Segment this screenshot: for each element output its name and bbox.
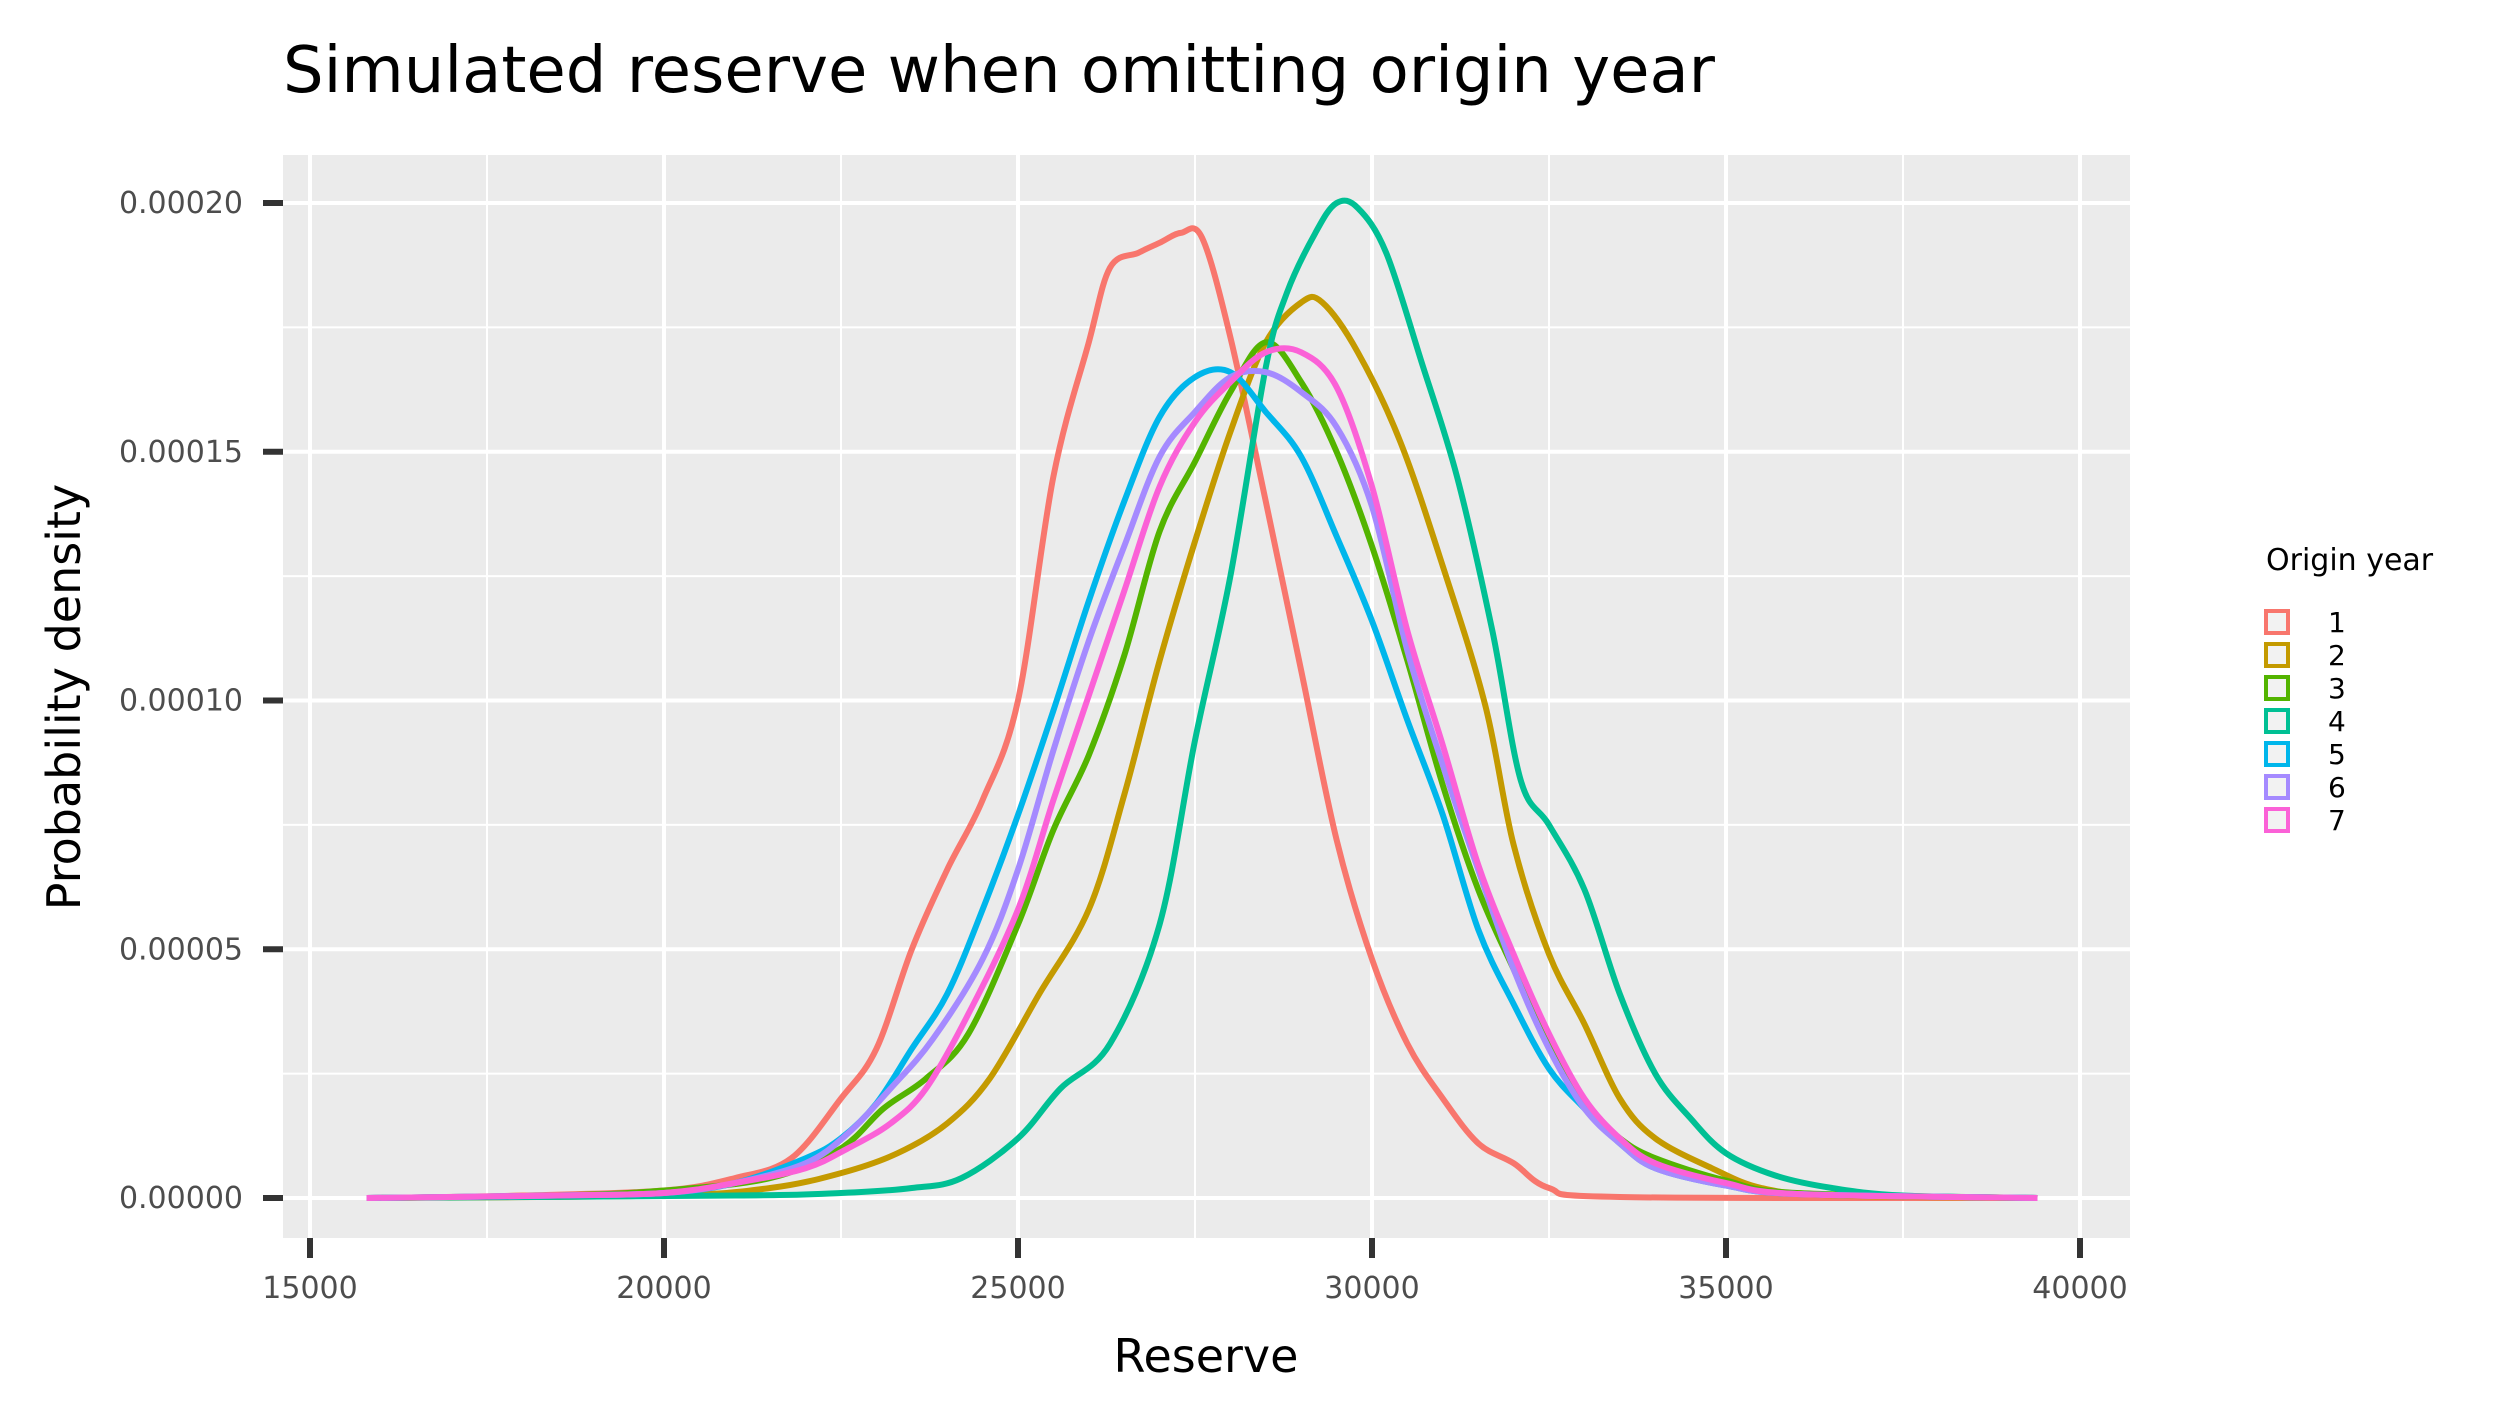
chart-title: Simulated reserve when omitting origin y… — [283, 34, 1716, 108]
x-axis-title: Reserve — [1114, 1329, 1299, 1383]
legend-key-6 — [2264, 774, 2290, 800]
x-tick-label: 30000 — [1324, 1271, 1419, 1306]
density-curve-origin-year-1 — [366, 225, 2038, 1202]
y-axis-title: Probability density — [37, 484, 91, 910]
legend-label-6: 6 — [2328, 771, 2346, 804]
density-curve-origin-year-2 — [366, 293, 2038, 1201]
y-tick-label: 0.00015 — [119, 435, 243, 470]
x-tick-label: 15000 — [262, 1271, 357, 1306]
x-tick-label: 35000 — [1678, 1271, 1773, 1306]
x-tick-label: 25000 — [970, 1271, 1065, 1306]
legend-key-7 — [2264, 807, 2290, 833]
x-tick-label: 20000 — [616, 1271, 711, 1306]
y-tick-label: 0.00000 — [119, 1181, 243, 1216]
y-tick-label: 0.00020 — [119, 186, 243, 221]
density-curves — [366, 197, 2038, 1202]
x-tick-label: 40000 — [2032, 1271, 2127, 1306]
legend-label-5: 5 — [2328, 738, 2346, 771]
y-axis: 0.00000 0.00005 0.00010 0.00015 0.00020 — [119, 186, 283, 1216]
legend-key-5 — [2264, 741, 2290, 767]
legend-key-1 — [2264, 609, 2290, 635]
density-curve-origin-year-4 — [366, 197, 2038, 1201]
y-tick-label: 0.00005 — [119, 932, 243, 967]
legend-key-2 — [2264, 642, 2290, 668]
legend-label-3: 3 — [2328, 672, 2346, 705]
density-curve-origin-year-7 — [366, 345, 2038, 1201]
legend-label-2: 2 — [2328, 639, 2346, 672]
minor-gridlines — [283, 155, 2130, 1238]
density-curve-origin-year-6 — [366, 367, 2038, 1201]
legend-label-4: 4 — [2328, 705, 2346, 738]
y-tick-label: 0.00010 — [119, 684, 243, 719]
legend-key-4 — [2264, 708, 2290, 734]
legend-title: Origin year — [2266, 543, 2434, 578]
legend-label-7: 7 — [2328, 804, 2346, 837]
legend-label-1: 1 — [2328, 606, 2346, 639]
legend-key-3 — [2264, 675, 2290, 701]
x-axis: 15000 20000 25000 30000 35000 40000 — [262, 1238, 2128, 1306]
